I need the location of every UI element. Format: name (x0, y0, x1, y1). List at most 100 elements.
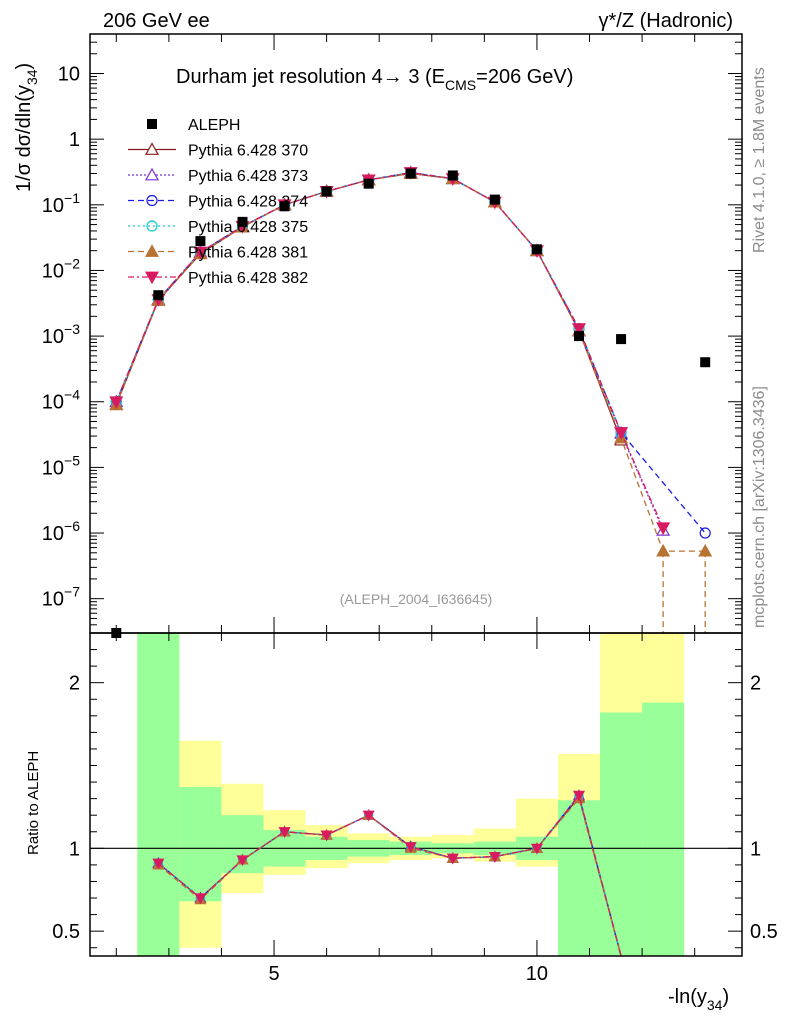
y-tick-label-base: 10 (42, 260, 64, 282)
data-point (153, 290, 164, 301)
ratio-y-tick-label-right: 2 (750, 673, 761, 695)
y-axis-label-sub: 34 (24, 69, 40, 85)
y-tick-label: 10−1 (42, 190, 80, 217)
ratio-y-tick-label-right: 1 (750, 838, 761, 860)
data-point (616, 334, 627, 345)
ratio-marker (320, 830, 333, 842)
ratio-marker (194, 893, 207, 905)
y-axis-label: 1/σ dσ/dln(y34) (13, 63, 40, 192)
ratio-frame (89, 632, 743, 957)
y-tick-label-base: 10 (42, 392, 64, 414)
y-tick-label: 10−6 (42, 518, 80, 545)
header-right: γ*/Z (Hadronic) (599, 10, 733, 32)
x-tick-label: 10 (526, 963, 548, 985)
y-tick-label: 10 (58, 64, 80, 86)
header-left: 206 GeV ee (103, 10, 210, 32)
legend-marker (144, 142, 160, 155)
y-tick-label-base: 10 (42, 457, 64, 479)
data-point (574, 331, 584, 342)
x-axis-label: -ln(y34) (668, 986, 729, 1013)
y-tick-label-exponent: −1 (64, 190, 80, 206)
y-tick-label: 10−4 (42, 387, 80, 414)
ratio-marker (446, 853, 459, 865)
data-point (700, 357, 711, 368)
y-tick-label-exponent: −2 (64, 255, 80, 271)
y-tick-label: 10−5 (42, 452, 80, 479)
y-tick-label: 10−7 (42, 584, 80, 611)
ratio-y-tick-label-right: 0.5 (750, 921, 778, 943)
ratio-marker (278, 827, 291, 839)
data-point (195, 236, 206, 247)
y-tick-label: 10−3 (42, 321, 80, 348)
legend-marker (146, 220, 158, 232)
y-tick-label-exponent: −7 (64, 584, 80, 600)
data-point (447, 170, 458, 181)
y-tick-label-base: 10 (58, 64, 80, 86)
series-marker (193, 246, 208, 260)
series-marker (614, 427, 629, 440)
chart-title-sub: CMS (445, 77, 476, 93)
y-tick-label-exponent: −3 (64, 321, 80, 337)
y-tick-label-base: 10 (42, 589, 64, 611)
y-tick-label-exponent: −4 (64, 387, 80, 403)
legend-marker (144, 244, 160, 257)
ratio-marker (572, 790, 586, 802)
data-point (489, 194, 500, 205)
legend-marker (144, 271, 160, 285)
y-tick-label: 1 (69, 129, 80, 151)
ratio-marker (530, 843, 543, 855)
y-tick-label-base: 10 (42, 523, 64, 545)
reference-label: (ALEPH_2004_I636645) (340, 591, 493, 607)
data-point (363, 178, 374, 189)
y-tick-label-base: 1 (69, 129, 80, 151)
data-point (405, 168, 416, 179)
y-axis-label-tail: ) (13, 63, 35, 70)
y-tick-label-base: 10 (42, 326, 64, 348)
y-tick-label-exponent: −6 (64, 518, 80, 534)
band-stat-bin (137, 633, 180, 956)
ratio-y-axis-label: Ratio to ALEPH (25, 751, 42, 855)
series-marker (109, 396, 124, 409)
legend-label: Pythia 6.428 374 (188, 194, 308, 211)
x-axis-label-sub: 34 (707, 997, 723, 1013)
band-stat-bin (600, 712, 643, 956)
legend-marker (144, 167, 160, 181)
series-line (115, 171, 622, 434)
legend-label-aleph: ALEPH (188, 117, 240, 134)
data-point (531, 244, 542, 255)
band-stat-bin (642, 702, 685, 956)
ratio-marker (362, 810, 375, 822)
legend-marker-aleph (147, 119, 157, 129)
ratio-marker (236, 855, 249, 867)
series-line (115, 171, 664, 529)
band-stat-bin (557, 800, 601, 956)
data-point (321, 186, 332, 197)
series-marker (699, 527, 711, 539)
legend-label: Pythia 6.428 373 (188, 168, 308, 185)
rivet-label: Rivet 4.1.0, ≥ 1.8M events (751, 67, 768, 253)
mcplots-label: mcplots.cern.ch [arXiv:1306.3436] (751, 386, 768, 628)
ratio-y-tick-label: 2 (69, 673, 80, 695)
legend-label: Pythia 6.428 370 (188, 143, 308, 160)
ratio-marker (488, 852, 501, 863)
y-tick-label: 10−2 (42, 255, 80, 282)
legend-marker (146, 194, 158, 207)
x-axis-label-main: -ln(y (668, 986, 707, 1008)
chart-title-tail: =206 GeV) (476, 66, 573, 88)
band-stat-bin (179, 787, 222, 902)
chart-title-main: Durham jet resolution 4→ 3 (E (176, 66, 445, 88)
chart-title: Durham jet resolution 4→ 3 (ECMS=206 GeV… (176, 66, 573, 93)
x-axis-label-tail: ) (722, 986, 729, 1008)
ratio-marker (152, 858, 165, 870)
x-tick-label: 5 (268, 963, 279, 985)
legend-label: Pythia 6.428 375 (188, 219, 308, 236)
ratio-y-tick-label: 0.5 (52, 921, 80, 943)
y-tick-label-exponent: −5 (64, 452, 80, 468)
legend-label: Pythia 6.428 382 (188, 270, 308, 287)
data-point (237, 216, 248, 227)
data-point (279, 201, 290, 212)
series-line (115, 172, 622, 441)
y-axis-label-main: 1/σ dσ/dln(y (13, 85, 35, 192)
ratio-marker (404, 842, 417, 853)
